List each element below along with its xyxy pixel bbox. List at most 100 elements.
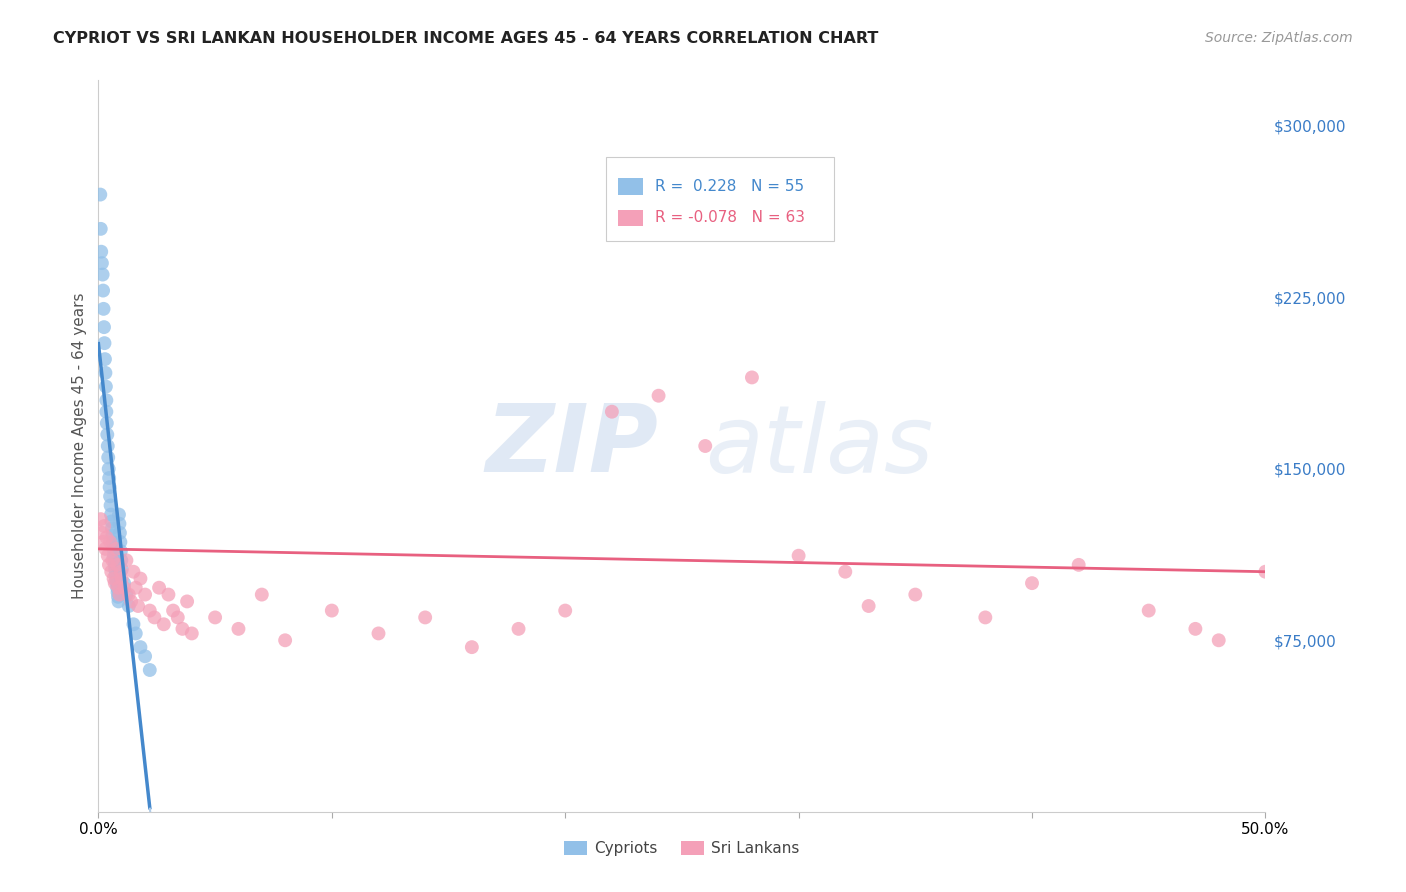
Point (127, 599, 149, 613)
Point (118, 588, 141, 602)
Point (97, 450, 120, 465)
Point (787, 549, 810, 563)
Point (110, 544, 132, 558)
FancyBboxPatch shape (606, 157, 834, 241)
Point (118, 599, 141, 613)
Point (1184, 622, 1206, 636)
Point (108, 588, 131, 602)
Point (111, 572, 134, 586)
Point (101, 521, 124, 535)
Point (554, 603, 576, 617)
Point (90, 244, 112, 259)
Point (103, 553, 125, 567)
Text: CYPRIOT VS SRI LANKAN HOUSEHOLDER INCOME AGES 45 - 64 YEARS CORRELATION CHART: CYPRIOT VS SRI LANKAN HOUSEHOLDER INCOME… (53, 31, 879, 46)
Text: R =  0.228   N = 55: R = 0.228 N = 55 (655, 179, 804, 194)
Legend: Cypriots, Sri Lankans: Cypriots, Sri Lankans (558, 835, 806, 863)
Point (101, 535, 124, 549)
Point (100, 515, 122, 529)
Point (110, 553, 132, 567)
Y-axis label: Householder Income Ages 45 - 64 years: Householder Income Ages 45 - 64 years (72, 293, 87, 599)
Point (125, 581, 148, 595)
Point (107, 585, 129, 599)
Point (107, 590, 129, 604)
Point (162, 603, 184, 617)
Point (103, 541, 125, 556)
Point (1137, 603, 1160, 617)
Point (413, 610, 436, 624)
Point (107, 581, 129, 595)
Point (100, 565, 122, 579)
Point (148, 581, 170, 595)
Point (101, 553, 124, 567)
Point (143, 610, 166, 624)
Point (125, 626, 148, 640)
Point (105, 576, 128, 591)
Point (274, 633, 297, 648)
Point (108, 508, 131, 522)
Text: atlas: atlas (706, 401, 934, 491)
Point (129, 572, 152, 586)
Point (129, 640, 152, 655)
Point (104, 558, 127, 572)
Point (97, 558, 120, 572)
Point (100, 508, 122, 522)
Point (96, 393, 118, 408)
Point (94, 352, 117, 367)
Point (115, 553, 138, 567)
Bar (617, 178, 644, 194)
Point (90, 525, 112, 540)
Point (91, 535, 114, 549)
Point (122, 617, 145, 632)
Point (93, 519, 115, 533)
Point (97, 439, 120, 453)
Point (1067, 558, 1090, 572)
Point (134, 649, 156, 664)
Bar (617, 210, 644, 226)
Point (98, 480, 121, 494)
Point (461, 640, 484, 655)
Point (204, 610, 226, 624)
Point (90, 512, 112, 526)
Point (105, 581, 128, 595)
Point (157, 588, 180, 602)
Point (166, 610, 188, 624)
Point (94, 366, 117, 380)
Point (104, 567, 127, 582)
Point (110, 535, 132, 549)
Point (97, 462, 120, 476)
Point (90, 222, 112, 236)
Point (858, 599, 880, 613)
Text: R = -0.078   N = 63: R = -0.078 N = 63 (655, 211, 806, 225)
Point (105, 558, 128, 572)
Point (96, 530, 118, 544)
Point (695, 439, 717, 453)
Point (104, 541, 127, 556)
Point (105, 572, 128, 586)
Point (111, 562, 134, 576)
Point (115, 588, 138, 602)
Point (741, 370, 763, 384)
Point (98, 471, 121, 485)
Point (122, 565, 145, 579)
Point (134, 588, 156, 602)
Point (91, 268, 114, 282)
Point (152, 617, 174, 632)
Point (90, 256, 112, 270)
Point (1254, 565, 1277, 579)
Point (94, 379, 117, 393)
Point (89, 187, 111, 202)
Point (112, 581, 135, 595)
Point (508, 622, 530, 636)
Point (250, 588, 273, 602)
Point (834, 565, 856, 579)
Point (93, 320, 115, 334)
Point (104, 576, 127, 591)
Point (97, 549, 120, 563)
Point (108, 525, 131, 540)
Point (139, 663, 162, 677)
Point (103, 572, 125, 586)
Point (101, 528, 124, 542)
Point (647, 389, 669, 403)
Text: Source: ZipAtlas.com: Source: ZipAtlas.com (1205, 31, 1353, 45)
Point (110, 565, 132, 579)
